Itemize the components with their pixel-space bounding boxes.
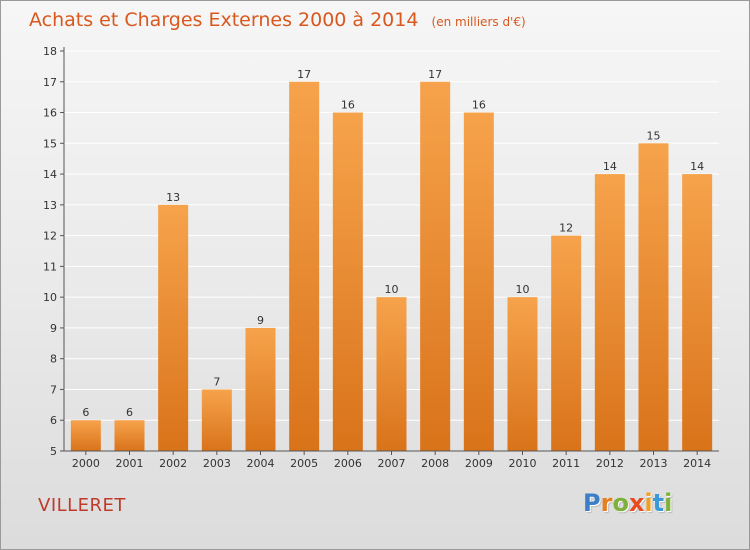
y-tick-label: 10 (43, 291, 57, 304)
y-tick-label: 16 (43, 107, 57, 120)
x-tick-label: 2007 (378, 457, 406, 470)
bar (245, 327, 276, 451)
x-tick-label: 2004 (247, 457, 275, 470)
x-tick-label: 2013 (640, 457, 668, 470)
x-tick-label: 2011 (552, 457, 580, 470)
bar (332, 112, 363, 452)
bar-value-label: 13 (166, 191, 180, 204)
x-tick-label: 2012 (596, 457, 624, 470)
bar (70, 420, 101, 451)
x-tick-label: 2002 (159, 457, 187, 470)
y-tick-label: 18 (43, 45, 57, 58)
bar (638, 143, 669, 452)
bar (551, 235, 582, 451)
bar-value-label: 15 (647, 129, 661, 142)
bar (289, 81, 320, 452)
labels: 5 6 7 8 9 10 11 12 13 14 15 16 17 18 6 2000 6 2001 13 2002 7… (43, 45, 711, 470)
bar-value-label: 6 (82, 406, 89, 419)
commune-name: VILLERET (38, 495, 126, 516)
y-tick-label: 17 (43, 76, 57, 89)
y-tick-label: 11 (43, 260, 57, 273)
bar (201, 389, 232, 451)
bar (158, 204, 189, 451)
y-tick-label: 6 (50, 414, 57, 427)
chart-title: Achats et Charges Externes 2000 à 2014 (… (29, 9, 526, 31)
bar-value-label: 12 (559, 222, 573, 235)
bar-value-label: 16 (472, 99, 486, 112)
x-tick-label: 2005 (290, 457, 318, 470)
bar (507, 297, 538, 451)
bar (682, 174, 713, 452)
bar (376, 297, 407, 451)
x-tick-label: 2008 (421, 457, 449, 470)
x-tick-label: 2014 (683, 457, 711, 470)
bar-value-label: 9 (257, 314, 264, 327)
bar (594, 174, 625, 452)
proxiti-logo: Proxiti (583, 489, 673, 517)
y-tick-label: 5 (50, 445, 57, 458)
x-tick-label: 2010 (509, 457, 537, 470)
y-tick-label: 8 (50, 353, 57, 366)
x-tick-label: 2001 (116, 457, 144, 470)
bar (114, 420, 145, 451)
chart-unit: (en milliers d'€) (431, 15, 526, 29)
x-tick-label: 2006 (334, 457, 362, 470)
bar-value-label: 14 (690, 160, 704, 173)
y-tick-label: 13 (43, 199, 57, 212)
bar-value-label: 6 (126, 406, 133, 419)
y-tick-label: 12 (43, 230, 57, 243)
bars (70, 81, 713, 452)
bar-value-label: 17 (297, 68, 311, 81)
x-tick-label: 2003 (203, 457, 231, 470)
x-tick-label: 2000 (72, 457, 100, 470)
y-tick-label: 15 (43, 137, 57, 150)
y-tick-label: 14 (43, 168, 57, 181)
bar (463, 112, 494, 452)
chart-title-text: Achats et Charges Externes 2000 à 2014 (29, 9, 419, 31)
bar-value-label: 14 (603, 160, 617, 173)
bar-value-label: 7 (213, 375, 220, 388)
bar-value-label: 10 (516, 283, 530, 296)
y-tick-label: 7 (50, 383, 57, 396)
bar (420, 81, 451, 452)
bar-value-label: 10 (385, 283, 399, 296)
axes (60, 47, 719, 455)
x-tick-label: 2009 (465, 457, 493, 470)
y-tick-label: 9 (50, 322, 57, 335)
bar-value-label: 16 (341, 99, 355, 112)
bar-value-label: 17 (428, 68, 442, 81)
